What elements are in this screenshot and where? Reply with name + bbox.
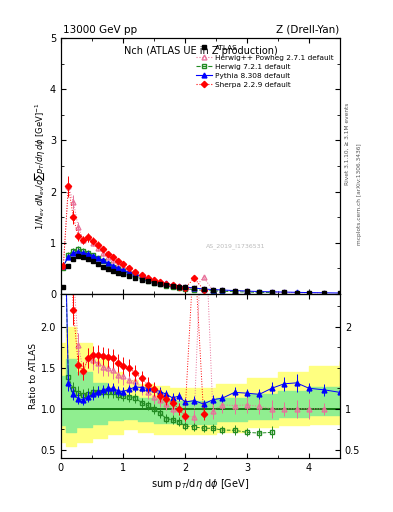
Y-axis label: $1/N_{ev}\;dN_{ev}/d\!\sum\!p_T/d\eta\,d\phi\;[\mathrm{GeV}]^{-1}$: $1/N_{ev}\;dN_{ev}/d\!\sum\!p_T/d\eta\,d… bbox=[33, 102, 47, 230]
Text: Nch (ATLAS UE in Z production): Nch (ATLAS UE in Z production) bbox=[123, 46, 277, 56]
Y-axis label: Ratio to ATLAS: Ratio to ATLAS bbox=[29, 343, 38, 409]
X-axis label: sum p$_T$/d$\eta$ d$\phi$ [GeV]: sum p$_T$/d$\eta$ d$\phi$ [GeV] bbox=[151, 477, 250, 492]
Text: Rivet 3.1.10, ≥ 3.1M events: Rivet 3.1.10, ≥ 3.1M events bbox=[345, 102, 350, 184]
Text: Z (Drell-Yan): Z (Drell-Yan) bbox=[275, 25, 339, 35]
Text: mcplots.cern.ch [arXiv:1306.3436]: mcplots.cern.ch [arXiv:1306.3436] bbox=[357, 144, 362, 245]
Text: AS_2019_I1736531: AS_2019_I1736531 bbox=[206, 244, 266, 249]
Text: 13000 GeV pp: 13000 GeV pp bbox=[63, 25, 137, 35]
Legend: ATLAS, Herwig++ Powheg 2.7.1 default, Herwig 7.2.1 default, Pythia 8.308 default: ATLAS, Herwig++ Powheg 2.7.1 default, He… bbox=[193, 42, 336, 91]
